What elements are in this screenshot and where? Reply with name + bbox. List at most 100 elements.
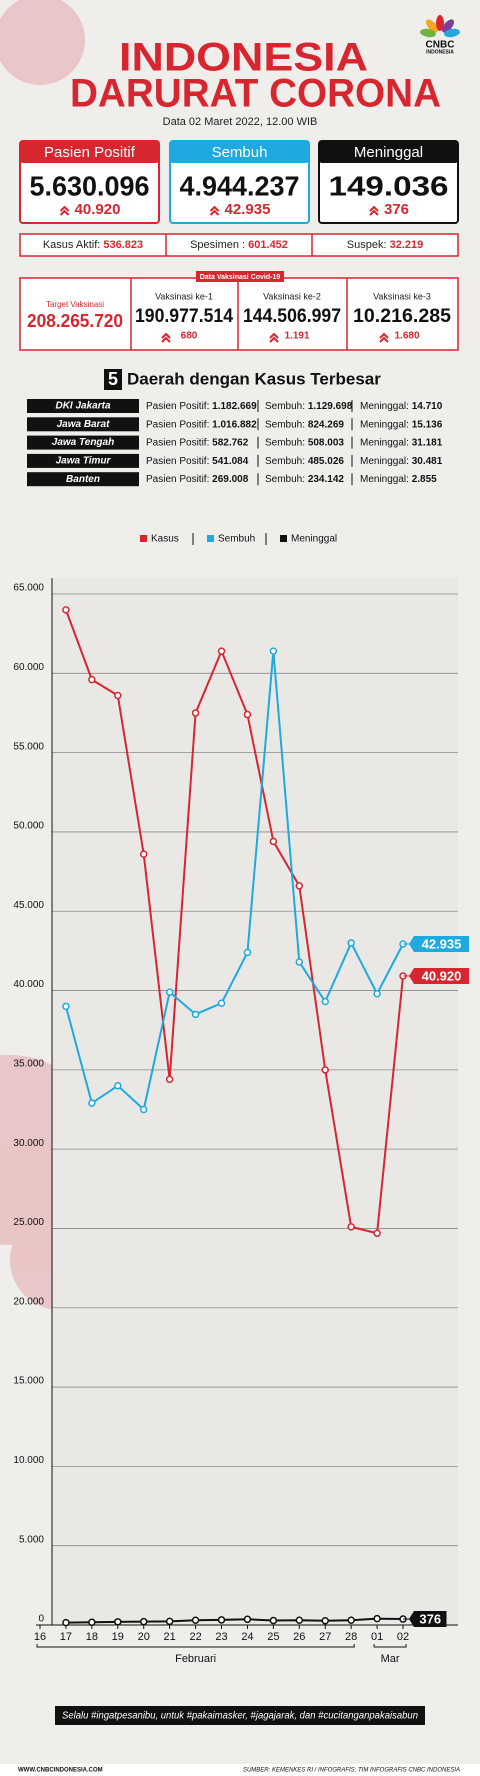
y-tick-label: 0 <box>38 1614 44 1625</box>
logo-petal <box>442 19 454 33</box>
data-point <box>191 1616 200 1624</box>
vaccine-tag <box>196 271 284 282</box>
x-tick-label: 28 <box>345 1631 357 1643</box>
x-tick-label: 27 <box>319 1631 331 1643</box>
series-line <box>64 651 404 1112</box>
region-cell: Meninggal: 2.855 <box>360 474 437 485</box>
vaccine-target: 208.265.720 <box>27 311 123 331</box>
summary-label: Pasien Positif <box>44 144 136 161</box>
region-cell: Meninggal: 30.481 <box>360 456 443 467</box>
region-cell-label: Pasien Positif: <box>146 419 212 430</box>
value-label: 376 <box>419 1611 441 1626</box>
x-tick-label: 16 <box>34 1631 46 1643</box>
region-cell-value: 1.016.882 <box>212 419 257 430</box>
y-tick-label: 10.000 <box>13 1455 44 1466</box>
plot-area <box>52 578 458 1626</box>
y-tick-label: 65.000 <box>13 583 44 594</box>
data-point <box>321 1066 329 1074</box>
logo-subtext: INDONESIA <box>426 49 454 55</box>
y-tick-label: 60.000 <box>13 662 44 673</box>
hashtag-bar <box>55 1706 425 1725</box>
x-tick-label: 21 <box>164 1631 176 1643</box>
summary-value: 4.944.237 <box>180 170 300 201</box>
region-cell-value: 30.481 <box>412 456 443 467</box>
vaccine-dose-change: 1.191 <box>284 331 309 342</box>
data-point <box>347 1616 355 1624</box>
virus-blob <box>0 0 85 85</box>
region-cell: Sembuh: 824.269 <box>265 419 344 430</box>
data-point <box>139 1617 148 1626</box>
value-label-box <box>409 967 469 984</box>
data-point <box>347 1223 355 1231</box>
data-point <box>321 997 329 1006</box>
data-point <box>114 1618 122 1626</box>
region-name: Banten <box>66 474 100 485</box>
data-point <box>62 606 70 614</box>
up-chevron-icon <box>209 205 220 216</box>
vaccine-dose-value: 190.977.514 <box>135 306 233 327</box>
region-name: Jawa Barat <box>57 419 110 430</box>
region-cell-label: Pasien Positif: <box>146 437 212 448</box>
summary-value: 5.630.096 <box>30 170 150 201</box>
data-point <box>139 850 148 858</box>
x-tick-label: 24 <box>241 1631 253 1643</box>
region-cell: Sembuh: 1.129.698 <box>265 401 353 412</box>
vaccine-dose-label: Vaksinasi ke-3 <box>373 291 431 301</box>
x-tick-label: 02 <box>397 1631 409 1643</box>
x-group-label: Februari <box>175 1653 216 1665</box>
legend-swatch <box>140 535 147 542</box>
data-point <box>217 999 226 1007</box>
region-cell-value: 824.269 <box>308 419 345 430</box>
y-tick-label: 50.000 <box>13 821 44 832</box>
summary-change: 42.935 <box>225 201 271 218</box>
logo-petal <box>426 19 438 33</box>
value-label-box <box>409 935 469 952</box>
x-tick-label: 22 <box>189 1631 201 1643</box>
region-cell-label: Sembuh: <box>265 401 308 412</box>
y-tick-label: 5.000 <box>19 1534 44 1545</box>
stats-label: Kasus Aktif: <box>43 239 104 251</box>
value-label: 42.935 <box>422 936 462 951</box>
region-cell-value: 14.710 <box>412 401 443 412</box>
summary-change: 376 <box>384 201 409 218</box>
summary-header <box>319 141 458 163</box>
y-tick-label: 15.000 <box>13 1376 44 1387</box>
region-name: Jawa Timur <box>56 456 112 467</box>
data-point <box>217 1616 226 1624</box>
data-point <box>165 1617 174 1626</box>
date: Data 02 Maret 2022, 12.00 WIB <box>163 116 318 128</box>
region-cell-label: Meninggal: <box>360 456 412 467</box>
y-tick-label: 30.000 <box>13 1138 44 1149</box>
data-point <box>191 709 200 717</box>
data-point <box>295 1616 304 1624</box>
region-cell-label: Pasien Positif: <box>146 401 212 412</box>
region-cell-label: Meninggal: <box>360 401 412 412</box>
legend-label: Kasus <box>151 534 179 545</box>
data-point <box>243 948 252 957</box>
website: WWW.CNBCINDONESIA.COM <box>18 1768 103 1774</box>
region-cell: Meninggal: 31.181 <box>360 437 443 448</box>
stats-item: Kasus Aktif: 536.823 <box>43 239 143 251</box>
legend-swatch <box>280 535 287 542</box>
y-tick-label: 45.000 <box>13 900 44 911</box>
logo-petal <box>436 15 444 31</box>
region-cell: Pasien Positif: 1.182.669 <box>146 401 257 412</box>
region-cell: Meninggal: 15.136 <box>360 419 443 430</box>
footer-strip <box>0 1764 480 1776</box>
x-tick-label: 20 <box>138 1631 150 1643</box>
y-tick-label: 20.000 <box>13 1296 44 1307</box>
region-cell-value: 485.026 <box>308 456 345 467</box>
stats-label: Suspek: <box>347 239 390 251</box>
region-cell-label: Sembuh: <box>265 437 308 448</box>
up-chevron-icon <box>59 205 70 216</box>
summary-label: Sembuh <box>212 144 268 161</box>
region-cell: Pasien Positif: 541.084 <box>146 456 249 467</box>
data-point <box>165 1075 174 1084</box>
y-tick-label: 35.000 <box>13 1058 44 1069</box>
x-tick-label: 19 <box>112 1631 124 1643</box>
x-tick-label: 23 <box>215 1631 227 1643</box>
logo-petal <box>444 28 460 38</box>
value-label: 40.920 <box>422 968 462 983</box>
x-tick-label: 17 <box>60 1631 72 1643</box>
